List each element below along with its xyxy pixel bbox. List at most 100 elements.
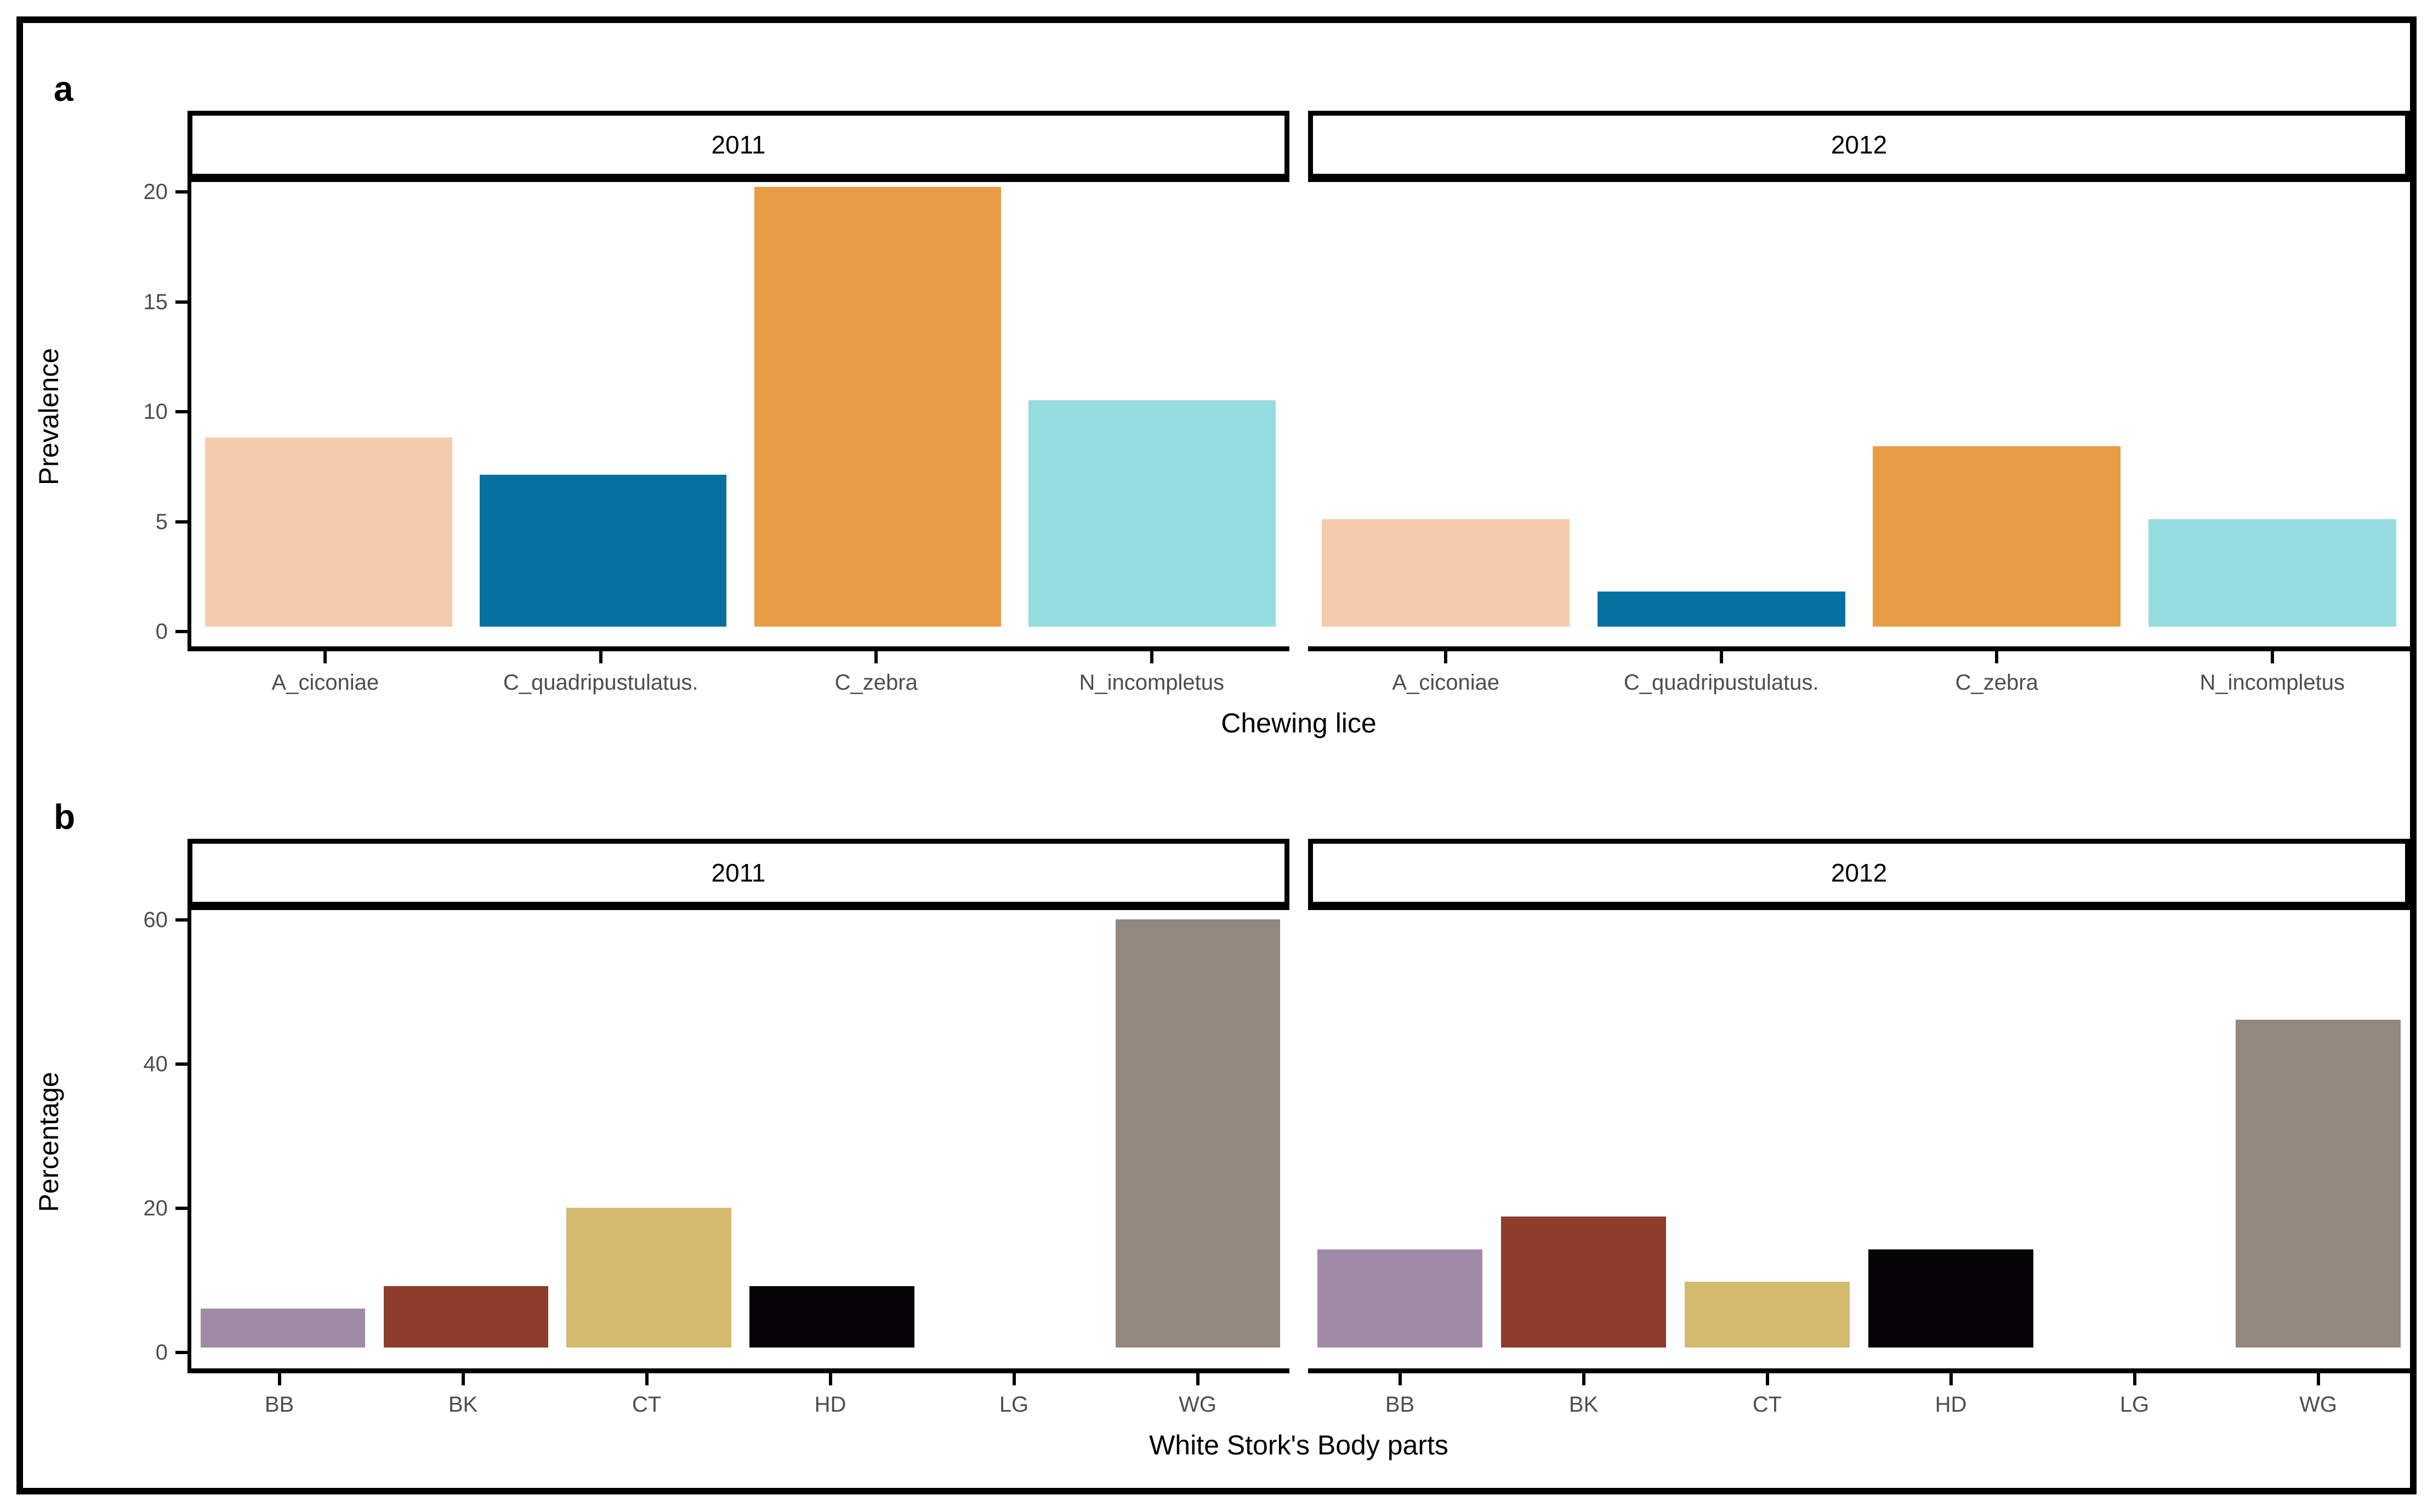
bar-C_quadripustulatus.-2012 <box>1597 591 1845 627</box>
facet-panel-2011 <box>187 182 1289 651</box>
x-tick-label: WG <box>1179 1392 1216 1417</box>
x-tick-slot <box>738 1373 922 1388</box>
x-label-slot: HD <box>1859 1388 2043 1422</box>
facet-strip-label: 2012 <box>1831 130 1888 159</box>
x-label-slot: A_ciconiae <box>187 666 463 700</box>
bar-CT-2011 <box>566 1207 731 1348</box>
x-labels-2011: A_ciconiae C_quadripustulatus. C_zebra N_in… <box>187 666 1289 700</box>
bar-slot <box>1859 182 2135 646</box>
bar-slot <box>2226 910 2410 1368</box>
y-tick-mark <box>175 410 187 413</box>
x-tick-mark <box>1398 1373 1402 1385</box>
x-label-slot: WG <box>1106 1388 1289 1422</box>
x-tick-mark <box>1582 1373 1585 1385</box>
y-tick-label: 20 <box>143 1196 168 1220</box>
x-label-slot: C_zebra <box>1859 666 2135 700</box>
bar-slot <box>466 182 741 646</box>
x-tick-slot <box>1584 651 1860 666</box>
x-tick-slot <box>1308 1373 1492 1388</box>
spacer <box>23 1388 187 1422</box>
y-tick-mark <box>175 1207 187 1210</box>
bar-BK-2011 <box>383 1286 548 1348</box>
y-axis-title: Percentage <box>33 1071 64 1212</box>
bar-slot <box>741 182 1015 646</box>
x-label-slot: C_zebra <box>738 666 1014 700</box>
bar-slot <box>1492 910 1675 1368</box>
x-tick-mark <box>1949 1373 1953 1385</box>
y-tick-mark <box>175 630 187 633</box>
y-axis-b: Percentage 0 20 40 60 <box>23 908 187 1373</box>
x-tick-mark <box>1196 1373 1200 1385</box>
x-tick-label: BK <box>448 1392 478 1417</box>
spacer <box>23 1373 187 1388</box>
facet-gap <box>1289 182 1308 651</box>
x-label-slot: N_incompletus <box>2135 666 2411 700</box>
bar-slot <box>374 910 558 1368</box>
x-tick-mark <box>323 651 327 663</box>
x-tick-label: C_quadripustulatus. <box>503 670 698 695</box>
x-tick-label: N_incompletus <box>1079 670 1225 695</box>
x-tick-slot <box>463 651 739 666</box>
x-tick-label: C_zebra <box>834 670 918 695</box>
x-tick-label: A_ciconiae <box>1392 670 1500 695</box>
x-tick-label: LG <box>999 1392 1029 1417</box>
facet-panel-2012 <box>1308 182 2410 651</box>
x-label-slot: BK <box>371 1388 555 1422</box>
x-tick-label: CT <box>632 1392 662 1417</box>
x-tick-mark <box>645 1373 649 1385</box>
x-label-slot: LG <box>922 1388 1106 1422</box>
x-tick-mark <box>2133 1373 2136 1385</box>
facet-gap <box>1289 666 1308 700</box>
x-tick-slot <box>371 1373 555 1388</box>
x-label-slot: HD <box>738 1388 922 1422</box>
bar-slot <box>558 910 741 1368</box>
x-tick-mark <box>2316 1373 2320 1385</box>
y-tick-mark <box>175 918 187 922</box>
x-label-slot: A_ciconiae <box>1308 666 1584 700</box>
bar-slot <box>1859 910 2043 1368</box>
facet-strip-2012: 2012 <box>1308 111 2410 182</box>
plot-frame: a 2011 2012 Prevalence 0 5 10 15 20 A_ciconi… <box>16 16 2417 1494</box>
x-tick-label: N_incompletus <box>2199 670 2345 695</box>
facet-gap <box>1289 111 1308 182</box>
bar-slot <box>1015 182 1289 646</box>
x-label-slot: CT <box>555 1388 738 1422</box>
x-ticks-2012 <box>1308 1373 2410 1388</box>
x-ticks-2011 <box>187 651 1289 666</box>
x-tick-slot <box>2043 1373 2226 1388</box>
x-tick-slot <box>922 1373 1106 1388</box>
y-axis-a: Prevalence 0 5 10 15 20 <box>23 180 187 651</box>
bar-HD-2012 <box>1868 1249 2034 1348</box>
x-axis-title-row: White Stork's Body parts <box>187 1422 2410 1473</box>
spacer <box>23 651 187 666</box>
x-label-slot: N_incompletus <box>1014 666 1290 700</box>
x-ticks-2012 <box>1308 651 2410 666</box>
y-tick-label: 60 <box>143 908 168 932</box>
x-labels-2012: BB BK CT HD LG WG <box>1308 1388 2410 1422</box>
facet-strip-label: 2011 <box>711 859 766 887</box>
x-tick-slot <box>1308 651 1584 666</box>
y-tick-label: 0 <box>155 1340 168 1365</box>
x-tick-label: BB <box>264 1392 294 1417</box>
facet-strip-2012: 2012 <box>1308 839 2410 910</box>
bar-slot <box>1106 910 1289 1368</box>
bar-C_zebra-2012 <box>1873 446 2121 627</box>
x-tick-slot <box>555 1373 738 1388</box>
bar-BB-2011 <box>200 1309 366 1348</box>
y-tick-mark <box>175 1062 187 1066</box>
x-tick-label: BK <box>1568 1392 1599 1417</box>
y-axis-title: Prevalence <box>33 348 64 486</box>
chart-body-parts: b 2011 2012 Percentage 0 20 40 60 BB BK CT HD L… <box>23 751 2410 1473</box>
bar-slot <box>191 182 466 646</box>
y-tick-mark <box>175 1351 187 1354</box>
bar-slot <box>1308 910 1492 1368</box>
facet-strip-2011: 2011 <box>187 111 1289 182</box>
bar-slot <box>923 910 1106 1368</box>
x-tick-label: BB <box>1385 1392 1415 1417</box>
x-tick-slot <box>1014 651 1290 666</box>
corner-spacer <box>23 111 187 182</box>
facet-gap <box>1289 1388 1308 1422</box>
x-tick-label: HD <box>814 1392 846 1417</box>
x-tick-slot <box>1675 1373 1859 1388</box>
